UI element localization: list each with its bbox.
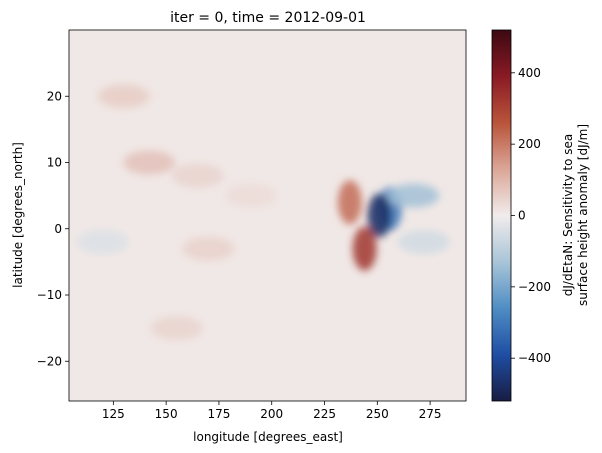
colorbar-ticks: −400 −200 0 200 400: [511, 66, 551, 365]
y-tick-label: −20: [37, 354, 62, 368]
colorbar-label-line2: surface height anomaly [dJ/m]: [576, 124, 590, 306]
colorbar-tick-label: −400: [518, 351, 551, 365]
x-tick-label: 225: [313, 407, 336, 421]
heatmap-feature-5: [150, 316, 203, 341]
colorbar-tick-label: 200: [518, 137, 541, 151]
heatmap-feature-12: [397, 230, 450, 254]
colorbar-tick-label: 400: [518, 66, 541, 80]
heatmap-features: [76, 84, 450, 341]
x-axis-ticks: 125 150 175 200 225 250 275: [102, 401, 442, 421]
heatmap-feature-3: [224, 183, 277, 208]
heatmap-feature-1: [123, 150, 176, 175]
heatmap-feature-2: [171, 163, 224, 188]
heatmap-feature-10: [367, 193, 392, 238]
y-axis-label: latitude [degrees_north]: [11, 142, 25, 288]
chart-title: iter = 0, time = 2012-09-01: [170, 10, 366, 26]
y-tick-label: 10: [47, 156, 62, 170]
heatmap-feature-11: [387, 183, 440, 208]
heatmap-feature-8: [352, 226, 377, 271]
heatmap-feature-0: [97, 84, 150, 109]
heatmap-feature-6: [76, 230, 129, 254]
y-axis-ticks: −20 −10 0 10 20: [37, 89, 69, 368]
x-axis-label: longitude [degrees_east]: [193, 430, 343, 444]
x-tick-label: 200: [260, 407, 283, 421]
heatmap-feature-4: [182, 236, 235, 261]
x-tick-label: 250: [366, 407, 389, 421]
y-tick-label: 20: [47, 89, 62, 103]
x-tick-label: 150: [155, 407, 178, 421]
x-tick-label: 175: [207, 407, 230, 421]
y-tick-label: −10: [37, 288, 62, 302]
colorbar-tick-label: −200: [518, 280, 551, 294]
heatmap-feature-7: [337, 180, 362, 225]
colorbar-label-line1: dJ/dEtaN: Sensitivity to sea: [561, 134, 575, 296]
x-tick-label: 275: [419, 407, 442, 421]
plot-frame: [68, 29, 467, 402]
x-tick-label: 125: [102, 407, 125, 421]
y-tick-label: 0: [54, 222, 62, 236]
colorbar-tick-label: 0: [518, 209, 526, 223]
colorbar: [491, 29, 512, 402]
